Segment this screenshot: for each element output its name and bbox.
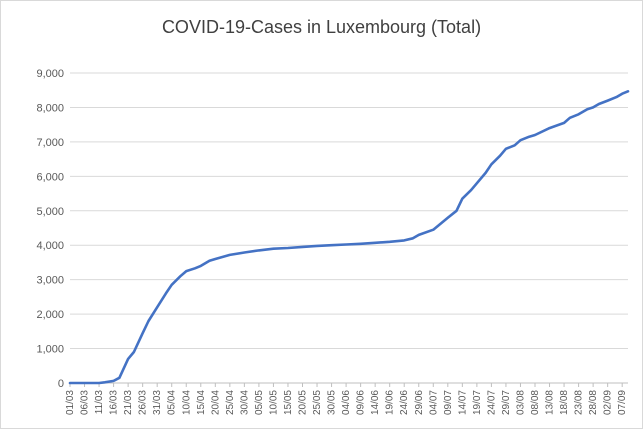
x-tick-label: 06/03 <box>80 390 91 415</box>
x-tick-label: 14/07 <box>457 390 468 415</box>
series-layer <box>68 90 630 385</box>
x-tick-label: 03/08 <box>515 390 526 415</box>
x-tick-label: 08/08 <box>530 390 541 415</box>
x-tick-label: 07/09 <box>617 390 628 415</box>
x-tick-label: 23/08 <box>574 390 585 415</box>
chart-title: COVID-19-Cases in Luxembourg (Total) <box>161 17 482 37</box>
x-tick-label: 09/06 <box>356 390 367 415</box>
x-tick-label: 04/07 <box>428 390 439 415</box>
x-tick-label: 15/04 <box>196 390 207 415</box>
y-tick-label: 6,000 <box>36 171 64 183</box>
x-tick-label: 09/07 <box>443 390 454 415</box>
x-tick-label: 04/06 <box>341 390 352 415</box>
x-tick-label: 29/07 <box>501 390 512 415</box>
x-tick-label: 15/05 <box>283 390 294 415</box>
x-tick-label: 28/08 <box>588 390 599 415</box>
x-tick-label: 05/05 <box>254 390 265 415</box>
y-tick-label: 5,000 <box>36 206 64 218</box>
y-tick-label: 3,000 <box>36 275 64 287</box>
y-axis-ticks: 0 1,000 2,000 3,000 4,000 5,000 6,000 7,000 8,00… <box>36 68 64 390</box>
x-tick-label: 11/03 <box>94 390 105 415</box>
series-line-0 <box>68 90 630 385</box>
x-tick-label: 31/03 <box>152 390 163 415</box>
y-tick-label: 1,000 <box>36 344 64 356</box>
y-tick-label: 0 <box>58 378 64 390</box>
y-tick-label: 2,000 <box>36 309 64 321</box>
axes <box>69 382 628 387</box>
y-tick-label: 4,000 <box>36 240 64 252</box>
x-tick-label: 10/04 <box>181 390 192 415</box>
y-tick-label: 7,000 <box>36 137 64 149</box>
x-tick-label: 30/05 <box>327 390 338 415</box>
x-tick-label: 24/07 <box>486 390 497 415</box>
x-tick-label: 01/03 <box>65 390 76 415</box>
y-tick-label: 8,000 <box>36 102 64 114</box>
x-tick-label: 30/04 <box>239 390 250 415</box>
x-tick-label: 24/06 <box>399 390 410 415</box>
gridlines <box>70 72 628 350</box>
x-tick-label: 05/04 <box>167 390 178 415</box>
y-tick-label: 9,000 <box>36 68 64 80</box>
x-tick-label: 14/06 <box>370 390 381 415</box>
x-tick-label: 20/04 <box>210 390 221 415</box>
x-tick-label: 19/07 <box>472 390 483 415</box>
x-tick-label: 16/03 <box>109 390 120 415</box>
x-tick-label: 02/09 <box>603 390 614 415</box>
x-tick-label: 10/05 <box>268 390 279 415</box>
x-tick-label: 26/03 <box>138 390 149 415</box>
x-tick-label: 18/08 <box>559 390 570 415</box>
x-axis-ticks: 01/03 06/03 11/03 16/03 21/03 26/03 31/03 05/04… <box>65 390 628 415</box>
x-tick-label: 29/06 <box>414 390 425 415</box>
x-tick-label: 13/08 <box>545 390 556 415</box>
x-tick-label: 25/04 <box>225 390 236 415</box>
x-tick-label: 25/05 <box>312 390 323 415</box>
x-tick-label: 20/05 <box>298 390 309 415</box>
x-tick-label: 19/06 <box>385 390 396 415</box>
x-tick-label: 21/03 <box>123 390 134 415</box>
